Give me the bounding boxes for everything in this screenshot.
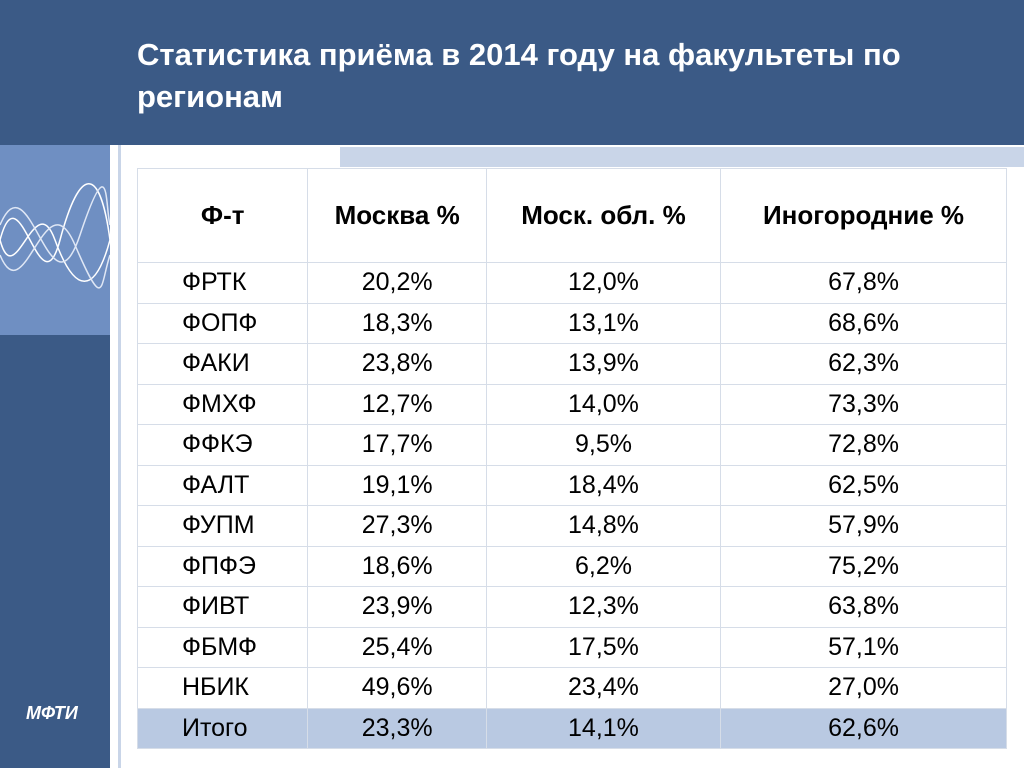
table-cell: ФФКЭ <box>136 424 309 466</box>
table-cell: 14,8% <box>485 505 722 547</box>
table-row: ФАКИ 23,8% 13,9% 62,3% <box>136 343 1007 385</box>
table-cell: ФМХФ <box>136 383 309 425</box>
table-row: ФПФЭ 18,6% 6,2% 75,2% <box>136 545 1007 587</box>
table-row: ФБМФ 25,4% 17,5% 57,1% <box>136 626 1007 668</box>
accent-strip <box>340 147 1024 167</box>
waves <box>0 183 111 289</box>
column-header: Ф-т <box>136 168 309 263</box>
table-cell: 12,7% <box>307 383 487 425</box>
table-cell: ФАЛТ <box>136 464 309 506</box>
table-cell: ФПФЭ <box>136 545 309 587</box>
header-row: Ф-т Москва % Моск. обл. % Иногородние % <box>136 168 1007 263</box>
table-cell: 23,3% <box>307 707 487 749</box>
table: Ф-т Москва % Моск. обл. % Иногородние % ФРТ… <box>136 168 1007 749</box>
column-header: Москва % <box>307 168 487 263</box>
table-cell: 14,0% <box>485 383 722 425</box>
table-cell: 18,6% <box>307 545 487 587</box>
table-cell: ФУПМ <box>136 505 309 547</box>
logo: МФТИ <box>26 703 78 723</box>
table-cell: ФБМФ <box>136 626 309 668</box>
table-cell: 12,3% <box>485 586 722 628</box>
table-cell: 27,0% <box>720 667 1007 709</box>
table-cell: 57,1% <box>720 626 1007 668</box>
table-cell: 20,2% <box>307 262 487 304</box>
table-cell: 68,6% <box>720 302 1007 344</box>
table-cell: Итого <box>136 707 309 749</box>
table-cell: 73,3% <box>720 383 1007 425</box>
table-cell: 17,7% <box>307 424 487 466</box>
table-cell: 9,5% <box>485 424 722 466</box>
table-cell: 12,0% <box>485 262 722 304</box>
table-row: ФМХФ 12,7% 14,0% 73,3% <box>136 383 1007 425</box>
wave-decoration <box>0 145 111 335</box>
table-cell: 18,4% <box>485 464 722 506</box>
slide-title: Статистика приёма в 2014 году на факульт… <box>137 37 901 114</box>
table-cell: 23,8% <box>307 343 487 385</box>
table-cell: 75,2% <box>720 545 1007 587</box>
table-row: Итого 23,3% 14,1% 62,6% <box>136 707 1007 749</box>
table-row: ФАЛТ 19,1% 18,4% 62,5% <box>136 464 1007 506</box>
table-cell: ФАКИ <box>136 343 309 385</box>
table-cell: 23,9% <box>307 586 487 628</box>
table-row: ФРТК 20,2% 12,0% 67,8% <box>136 262 1007 304</box>
table-row: ФФКЭ 17,7% 9,5% 72,8% <box>136 424 1007 466</box>
table-cell: 62,3% <box>720 343 1007 385</box>
table-cell: 13,1% <box>485 302 722 344</box>
accent-line <box>118 145 121 768</box>
column-header: Моск. обл. % <box>485 168 722 263</box>
table-row: НБИК 49,6% 23,4% 27,0% <box>136 667 1007 709</box>
table-cell: 27,3% <box>307 505 487 547</box>
table-cell: 63,8% <box>720 586 1007 628</box>
table-row: ФИВТ 23,9% 12,3% 63,8% <box>136 586 1007 628</box>
table-cell: НБИК <box>136 667 309 709</box>
table-cell: 14,1% <box>485 707 722 749</box>
table-cell: 23,4% <box>485 667 722 709</box>
header-band <box>0 0 1024 145</box>
table-body: ФРТК 20,2% 12,0% 67,8% ФОПФ 18,3% 13,1% 68,6% ФА… <box>136 262 1007 749</box>
table-cell: 17,5% <box>485 626 722 668</box>
table-cell: ФРТК <box>136 262 309 304</box>
table-cell: 19,1% <box>307 464 487 506</box>
table-cell: 67,8% <box>720 262 1007 304</box>
table-cell: 49,6% <box>307 667 487 709</box>
table-cell: 6,2% <box>485 545 722 587</box>
table-cell: ФОПФ <box>136 302 309 344</box>
table-cell: 62,6% <box>720 707 1007 749</box>
column-header: Иногородние % <box>720 168 1007 263</box>
table-row: ФУПМ 27,3% 14,8% 57,9% <box>136 505 1007 547</box>
table-cell: ФИВТ <box>136 586 309 628</box>
table-cell: 72,8% <box>720 424 1007 466</box>
table-cell: 25,4% <box>307 626 487 668</box>
table-cell: 13,9% <box>485 343 722 385</box>
table-row: ФОПФ 18,3% 13,1% 68,6% <box>136 302 1007 344</box>
table-cell: 62,5% <box>720 464 1007 506</box>
table-cell: 18,3% <box>307 302 487 344</box>
table-cell: 57,9% <box>720 505 1007 547</box>
